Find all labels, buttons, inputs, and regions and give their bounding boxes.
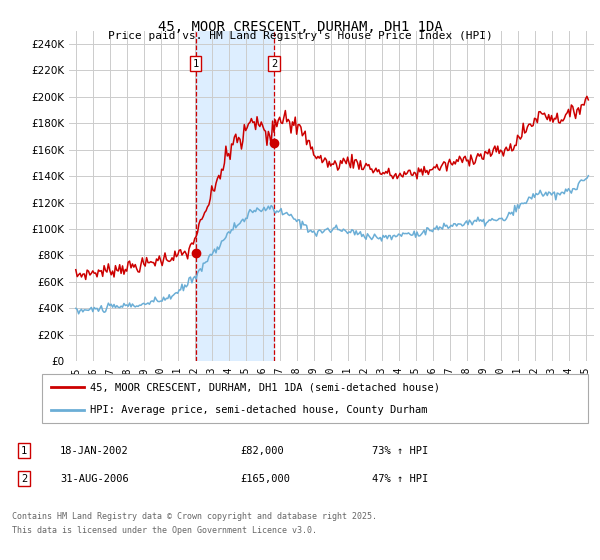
Text: 73% ↑ HPI: 73% ↑ HPI [372,446,428,456]
Text: 1: 1 [21,446,27,456]
Text: 1: 1 [193,59,199,69]
Text: 18-JAN-2002: 18-JAN-2002 [60,446,129,456]
Text: 45, MOOR CRESCENT, DURHAM, DH1 1DA: 45, MOOR CRESCENT, DURHAM, DH1 1DA [158,20,442,34]
Bar [196,31,274,361]
Text: Contains HM Land Registry data © Crown copyright and database right 2025.: Contains HM Land Registry data © Crown c… [12,512,377,521]
Text: 45, MOOR CRESCENT, DURHAM, DH1 1DA (semi-detached house): 45, MOOR CRESCENT, DURHAM, DH1 1DA (semi… [90,382,440,393]
Text: £82,000: £82,000 [240,446,284,456]
Text: £165,000: £165,000 [240,474,290,484]
Text: 31-AUG-2006: 31-AUG-2006 [60,474,129,484]
Text: HPI: Average price, semi-detached house, County Durham: HPI: Average price, semi-detached house,… [90,405,427,416]
Text: 47% ↑ HPI: 47% ↑ HPI [372,474,428,484]
Text: Price paid vs. HM Land Registry's House Price Index (HPI): Price paid vs. HM Land Registry's House … [107,31,493,41]
Text: 2: 2 [271,59,277,69]
Text: This data is licensed under the Open Government Licence v3.0.: This data is licensed under the Open Gov… [12,526,317,535]
Text: 2: 2 [21,474,27,484]
